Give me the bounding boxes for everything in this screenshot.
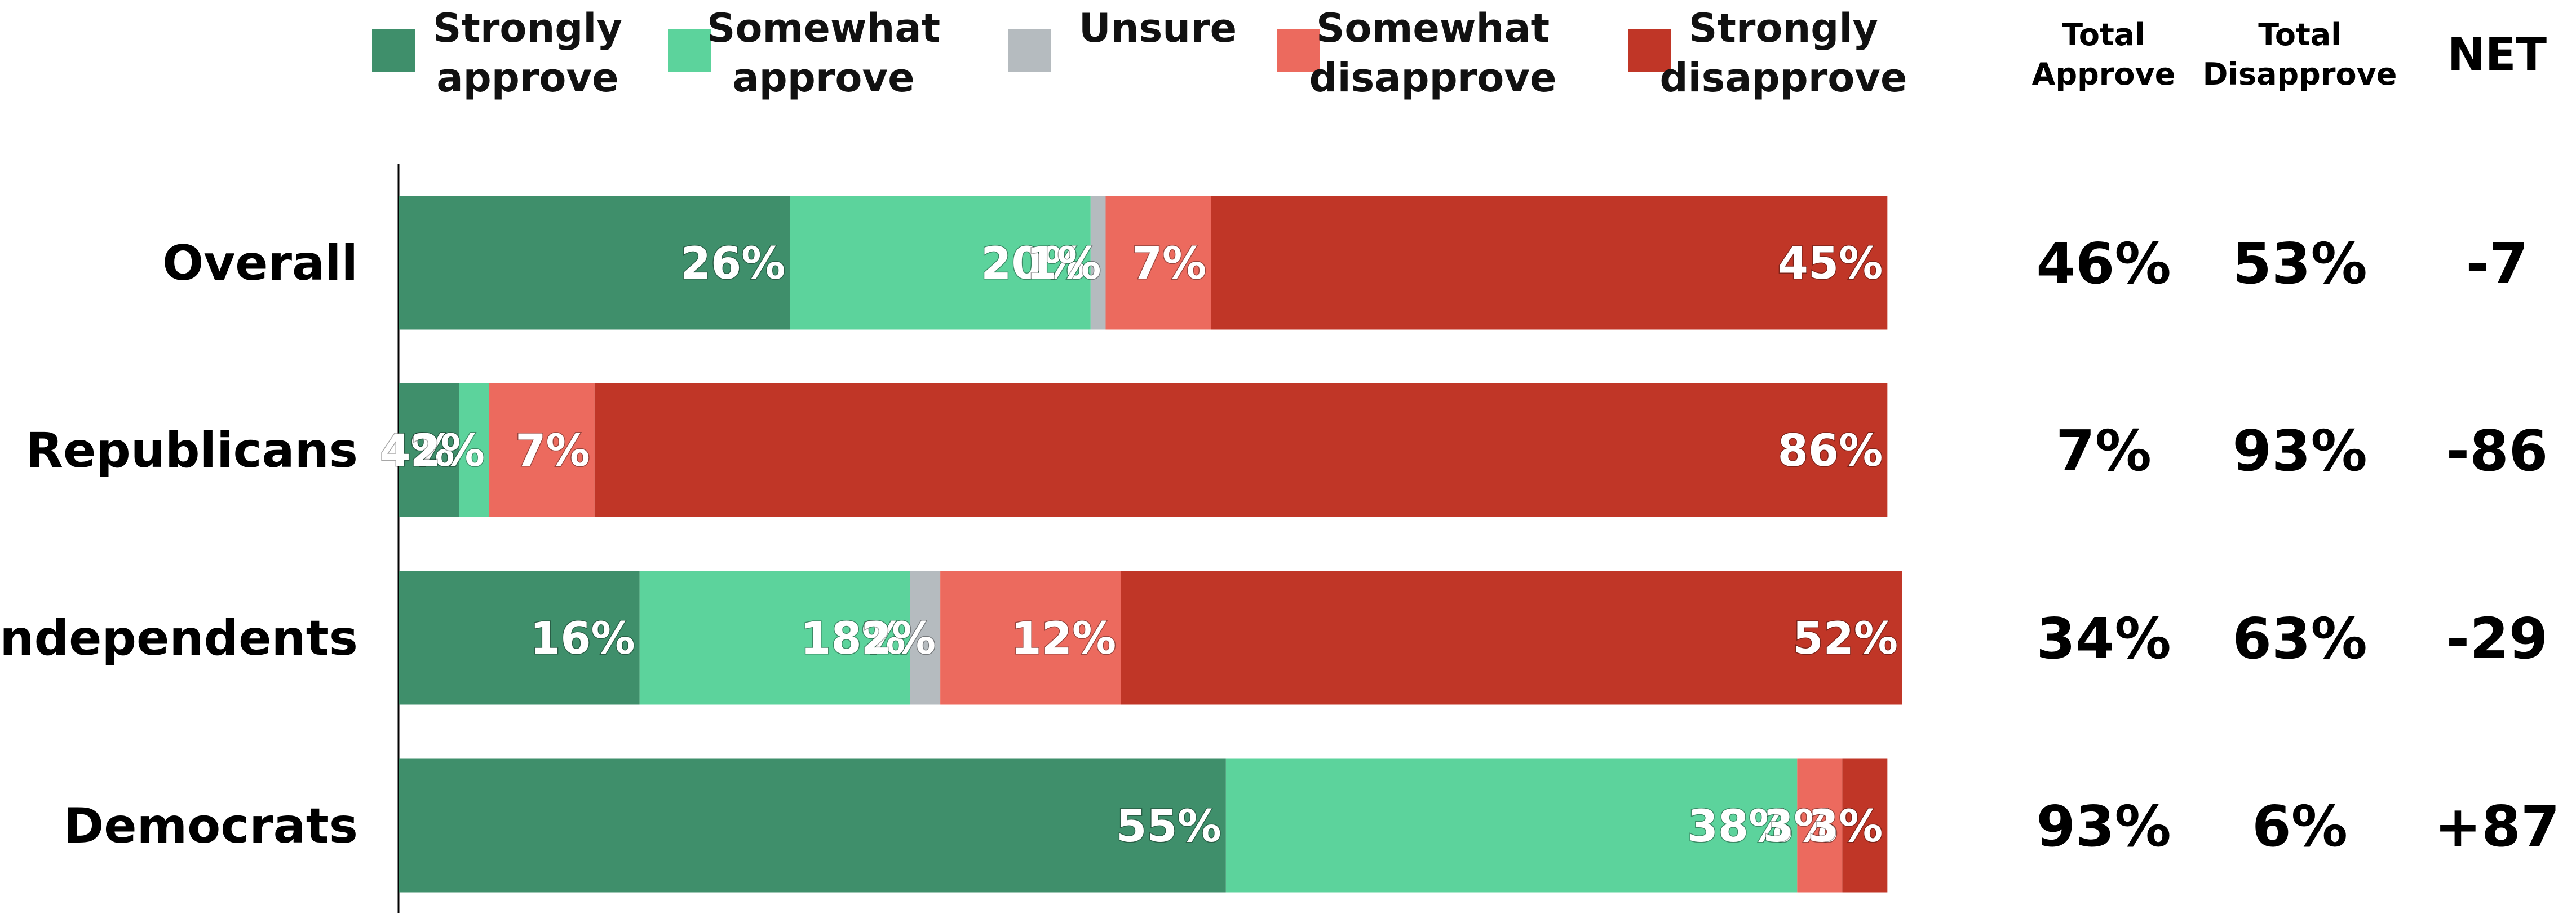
bars: 26% 20%1% 7% 45%4%2% 7% 86%16% 18%2% 12% 52%55% 3… (379, 196, 1902, 893)
data-label: 1% (1026, 239, 1101, 289)
summary-value: 46% (2036, 231, 2171, 297)
bar-segment (399, 758, 1226, 893)
bar-row: 4%2% 7% 86% (379, 383, 1888, 517)
legend-swatch (668, 29, 711, 72)
data-label: 38% (1688, 801, 1793, 852)
summary-value: 53% (2232, 231, 2367, 297)
bar-segment (1797, 758, 1843, 893)
bar-segment (910, 571, 941, 705)
legend-swatch (1628, 29, 1671, 72)
category-label: Independents (0, 610, 358, 667)
data-label: 3% (1808, 801, 1883, 852)
data-label: 52% (1792, 614, 1898, 664)
legend-label: Strongly (1689, 5, 1878, 51)
data-label: 18% (800, 614, 906, 664)
category-label: Republicans (26, 422, 358, 479)
summary-value: 93% (2036, 793, 2171, 859)
column-header: Total (2258, 17, 2342, 52)
bar-row: 55% 38%3%3% (399, 758, 1888, 893)
category-label: Democrats (64, 798, 358, 854)
data-label: 4% (380, 426, 454, 477)
summary-value: -7 (2466, 231, 2528, 297)
bar-segment (639, 571, 910, 705)
bar-segment (790, 196, 1091, 330)
legend-item: Unsure (1008, 5, 1237, 72)
summary-values: 46% 53% -7 7% 93% -86 34% 63% -29 93% 6% +87 (2036, 231, 2560, 859)
bar-segment (1105, 196, 1211, 330)
data-label: 16% (530, 614, 635, 664)
summary-value: -86 (2446, 418, 2548, 484)
data-label: 7% (515, 426, 590, 477)
data-label: 7% (1132, 239, 1206, 289)
summary-value: 7% (2056, 418, 2152, 484)
legend-label: disapprove (1309, 55, 1557, 101)
summary-column-headers: Total Approve Total Disapprove NET (2032, 17, 2547, 92)
bar-segment (1090, 196, 1106, 330)
legend-label: Somewhat (1316, 5, 1550, 51)
bar-row: 16% 18%2% 12% 52% (399, 571, 1902, 705)
summary-value: +87 (2435, 793, 2560, 859)
data-label: 20% (981, 239, 1086, 289)
data-label: 26% (680, 239, 786, 289)
legend-label: Somewhat (707, 5, 940, 51)
data-label: 2% (861, 614, 936, 664)
data-label: 3% (1763, 801, 1838, 852)
category-labels: Overall Republicans Independents Democrats (0, 235, 358, 854)
bar-segment (1121, 571, 1902, 705)
legend-label: approve (436, 55, 618, 101)
summary-value: -29 (2446, 606, 2548, 672)
summary-value: 34% (2036, 606, 2171, 672)
bar-segment (940, 571, 1121, 705)
data-label: 45% (1778, 239, 1883, 289)
legend-swatch (1277, 29, 1320, 72)
data-label: 86% (1778, 426, 1883, 477)
column-header: Total (2062, 17, 2145, 52)
bar-segment (399, 196, 790, 330)
summary-value: 63% (2232, 606, 2367, 672)
bar-segment (1225, 758, 1798, 893)
data-label: 2% (410, 426, 485, 477)
column-header: Disapprove (2203, 56, 2397, 92)
legend-label: approve (732, 55, 914, 101)
bar-segment (459, 383, 490, 517)
bar-segment (1842, 758, 1888, 893)
bar-segment (594, 383, 1888, 517)
summary-value: 6% (2252, 793, 2348, 859)
bar-segment (399, 571, 640, 705)
legend-label: Unsure (1079, 5, 1237, 51)
bar-segment (489, 383, 595, 517)
legend-label: Strongly (433, 5, 622, 51)
category-label: Overall (162, 235, 358, 292)
column-header: NET (2447, 28, 2547, 81)
legend-label: disapprove (1660, 55, 1907, 101)
column-header: Approve (2032, 56, 2176, 92)
data-label: 55% (1116, 801, 1221, 852)
bar-segment (399, 383, 459, 517)
legend-swatch (1008, 29, 1051, 72)
bar-segment (1211, 196, 1888, 330)
bar-row: 26% 20%1% 7% 45% (399, 196, 1888, 330)
data-label: 12% (1011, 614, 1116, 664)
summary-value: 93% (2232, 418, 2367, 484)
legend-swatch (372, 29, 415, 72)
